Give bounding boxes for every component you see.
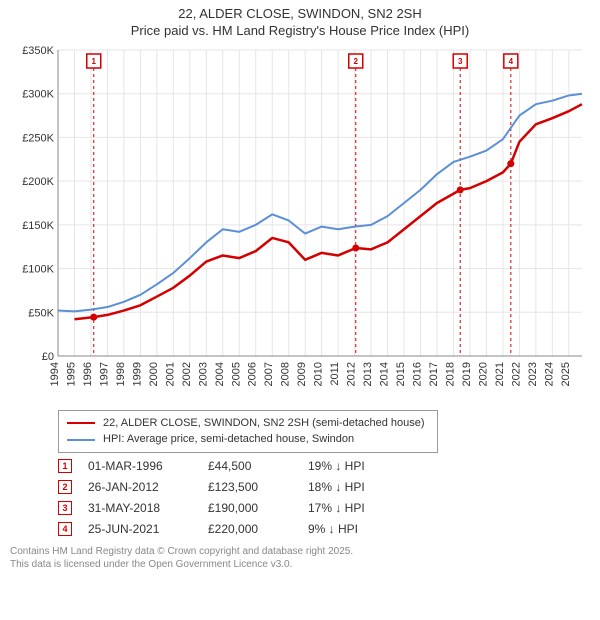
title-line-2: Price paid vs. HM Land Registry's House … xyxy=(10,23,590,40)
event-date: 26-JAN-2012 xyxy=(88,480,208,494)
x-tick-label: 2011 xyxy=(329,362,341,386)
data-dot xyxy=(90,313,97,320)
legend-swatch xyxy=(67,439,95,441)
x-tick-label: 2016 xyxy=(412,362,424,386)
x-tick-label: 2023 xyxy=(527,362,539,386)
event-row: 4 25-JUN-2021£220,0009% ↓ HPI xyxy=(58,522,590,536)
x-tick-label: 2015 xyxy=(395,362,407,386)
x-tick-label: 1999 xyxy=(131,362,143,386)
event-row: 3 31-MAY-2018£190,00017% ↓ HPI xyxy=(58,501,590,515)
data-dot xyxy=(352,244,359,251)
y-tick-label: £350K xyxy=(22,46,54,57)
x-tick-label: 2014 xyxy=(379,362,391,386)
x-tick-label: 2001 xyxy=(164,362,176,386)
chart-area: £0 £50K £100K £150K £200K £250K £300K £350K 1994… xyxy=(10,46,590,406)
footnote-line-1: Contains HM Land Registry data © Crown c… xyxy=(10,545,590,558)
x-tick-label: 2004 xyxy=(214,362,226,386)
data-dot xyxy=(457,186,464,193)
legend-label: 22, ALDER CLOSE, SWINDON, SN2 2SH (semi-… xyxy=(103,415,425,432)
x-tick-label: 1997 xyxy=(98,362,110,386)
footnote-line-2: This data is licensed under the Open Gov… xyxy=(10,558,590,571)
x-tick-label: 2003 xyxy=(197,362,209,386)
event-marker-number: 1 xyxy=(92,57,97,66)
x-tick-label: 2020 xyxy=(477,362,489,386)
x-tick-label: 2017 xyxy=(428,362,440,386)
x-tick-label: 2018 xyxy=(444,362,456,386)
y-tick-label: £50K xyxy=(28,307,54,319)
event-marker-number: 3 xyxy=(458,57,463,66)
x-tick-label: 1998 xyxy=(115,362,127,386)
x-tick-label: 2013 xyxy=(362,362,374,386)
x-tick-label: 2012 xyxy=(346,362,358,386)
event-date: 31-MAY-2018 xyxy=(88,501,208,515)
legend-swatch xyxy=(67,422,95,424)
y-tick-label: £100K xyxy=(22,263,54,275)
y-tick-label: £250K xyxy=(22,132,54,144)
events-table: 1 01-MAR-1996£44,50019% ↓ HPI 2 26-JAN-2012… xyxy=(58,459,590,543)
legend-label: HPI: Average price, semi-detached house,… xyxy=(103,431,354,448)
event-diff: 18% ↓ HPI xyxy=(308,480,418,494)
y-tick-label: £200K xyxy=(22,176,54,188)
x-tick-label: 2000 xyxy=(148,362,160,386)
event-marker-number: 4 xyxy=(509,57,514,66)
event-diff: 19% ↓ HPI xyxy=(308,459,418,473)
x-tick-label: 2008 xyxy=(280,362,292,386)
data-dot xyxy=(507,160,514,167)
legend-box: 22, ALDER CLOSE, SWINDON, SN2 2SH (semi-… xyxy=(58,410,438,453)
x-tick-label: 2006 xyxy=(247,362,259,386)
x-tick-label: 2025 xyxy=(560,362,572,386)
event-price: £123,500 xyxy=(208,480,308,494)
event-marker-number: 2 xyxy=(354,57,359,66)
x-tick-label: 2019 xyxy=(461,362,473,386)
x-tick-label: 2022 xyxy=(510,362,522,386)
event-date: 25-JUN-2021 xyxy=(88,522,208,536)
event-date: 01-MAR-1996 xyxy=(88,459,208,473)
x-tick-label: 1995 xyxy=(65,362,77,386)
x-tick-label: 2009 xyxy=(296,362,308,386)
y-tick-label: £300K xyxy=(22,88,54,100)
event-row-marker: 1 xyxy=(58,459,72,473)
event-price: £220,000 xyxy=(208,522,308,536)
chart-svg: £0 £50K £100K £150K £200K £250K £300K £350K 1994… xyxy=(10,46,590,406)
chart-container: 22, ALDER CLOSE, SWINDON, SN2 2SH Price … xyxy=(0,0,600,620)
y-tick-label: £0 xyxy=(42,351,54,363)
x-tick-label: 2024 xyxy=(543,362,555,386)
event-row: 2 26-JAN-2012£123,50018% ↓ HPI xyxy=(58,480,590,494)
event-price: £190,000 xyxy=(208,501,308,515)
event-row: 1 01-MAR-1996£44,50019% ↓ HPI xyxy=(58,459,590,473)
x-tick-label: 2005 xyxy=(230,362,242,386)
event-row-marker: 3 xyxy=(58,501,72,515)
x-tick-label: 2010 xyxy=(313,362,325,386)
footnote: Contains HM Land Registry data © Crown c… xyxy=(10,545,590,571)
x-tick-label: 2002 xyxy=(181,362,193,386)
event-diff: 9% ↓ HPI xyxy=(308,522,418,536)
y-tick-label: £150K xyxy=(22,220,54,232)
event-row-marker: 4 xyxy=(58,522,72,536)
legend-row: HPI: Average price, semi-detached house,… xyxy=(67,431,429,448)
legend-row: 22, ALDER CLOSE, SWINDON, SN2 2SH (semi-… xyxy=(67,415,429,432)
title-line-1: 22, ALDER CLOSE, SWINDON, SN2 2SH xyxy=(10,6,590,23)
event-price: £44,500 xyxy=(208,459,308,473)
x-tick-label: 2021 xyxy=(494,362,506,386)
x-tick-label: 2007 xyxy=(263,362,275,386)
x-tick-label: 1994 xyxy=(49,362,61,386)
event-row-marker: 2 xyxy=(58,480,72,494)
title-block: 22, ALDER CLOSE, SWINDON, SN2 2SH Price … xyxy=(10,6,590,40)
event-diff: 17% ↓ HPI xyxy=(308,501,418,515)
x-tick-label: 1996 xyxy=(82,362,94,386)
